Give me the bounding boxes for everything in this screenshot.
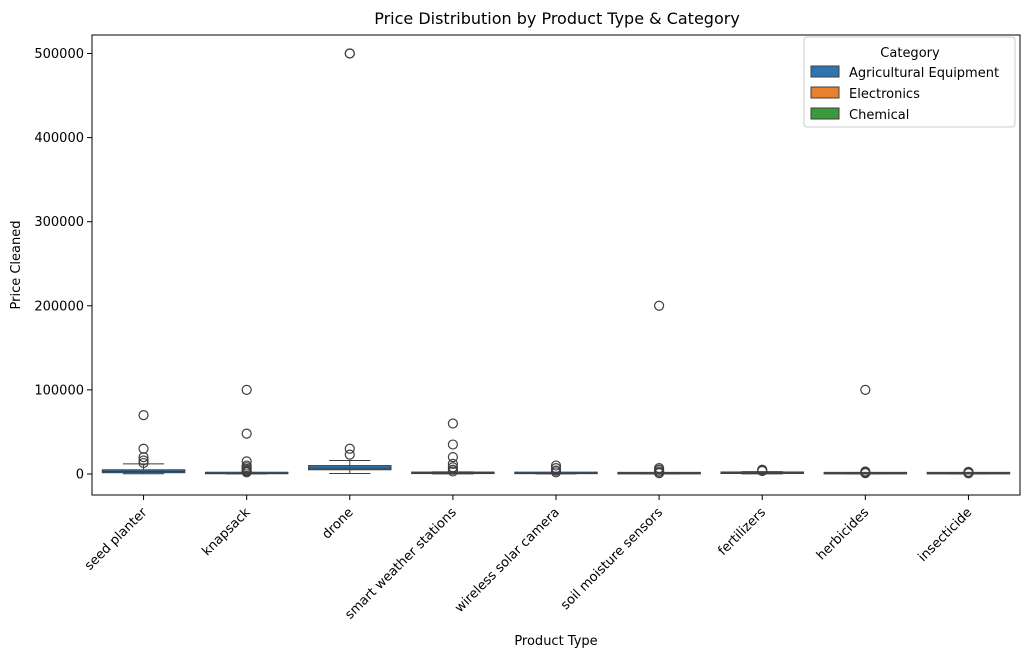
outlier-point (138, 410, 149, 421)
y-axis: 0 100000 200000 300000 400000 500000 (34, 47, 92, 482)
outlier-point (654, 300, 665, 311)
x-axis-label: Product Type (514, 634, 597, 649)
outlier-point (138, 452, 149, 463)
y-tick-label: 0 (76, 467, 84, 482)
legend-label: Agricultural Equipment (849, 66, 999, 81)
box-group (204, 384, 289, 478)
outlier-point (550, 462, 562, 474)
legend: Category Agricultural Equipment Electroni… (803, 36, 1016, 128)
outlier-point (344, 449, 355, 460)
outlier-point (447, 452, 458, 463)
y-tick-label: 100000 (34, 383, 84, 398)
outlier-point (447, 418, 458, 429)
y-tick-label: 200000 (34, 299, 84, 314)
outlier-point (138, 455, 149, 466)
outlier-point (550, 460, 562, 471)
box-group (101, 410, 186, 475)
outlier-point (447, 439, 458, 450)
legend-swatch (810, 65, 840, 78)
outlier-point (447, 458, 458, 469)
outlier-point (344, 443, 355, 454)
box-group (926, 466, 1011, 479)
y-tick-label: 500000 (34, 47, 84, 62)
chart-title: Price Distribution by Product Type & Cat… (374, 9, 740, 28)
legend-label: Electronics (849, 87, 920, 102)
box-group (514, 460, 598, 478)
legend-swatch (810, 107, 840, 120)
outlier-point (757, 465, 768, 477)
legend-frame (803, 36, 1016, 128)
outlier-point (963, 468, 974, 479)
outlier-point (344, 48, 355, 59)
outlier-point (860, 384, 871, 395)
y-axis-label: Price Cleaned (9, 221, 24, 310)
box-group (411, 418, 495, 477)
box-group (617, 300, 701, 479)
legend-title: Category (880, 46, 940, 61)
outlier-point (241, 384, 252, 395)
y-tick-label: 300000 (34, 215, 84, 230)
legend-items: Agricultural Equipment Electronics Chemica… (810, 65, 999, 123)
y-tick-label: 400000 (34, 131, 84, 146)
outlier-point (241, 467, 252, 478)
outlier-point (447, 462, 458, 473)
outlier-point (447, 466, 458, 477)
outlier-point (654, 468, 665, 479)
outlier-point (138, 457, 149, 469)
legend-swatch (810, 86, 840, 99)
box-group (823, 384, 908, 479)
plot-area (101, 48, 1011, 479)
outlier-point (860, 468, 871, 479)
box-group (308, 48, 392, 475)
outlier-point (550, 467, 562, 478)
outlier-point (241, 428, 252, 439)
box-group (720, 464, 804, 477)
legend-label: Chemical (849, 108, 909, 123)
